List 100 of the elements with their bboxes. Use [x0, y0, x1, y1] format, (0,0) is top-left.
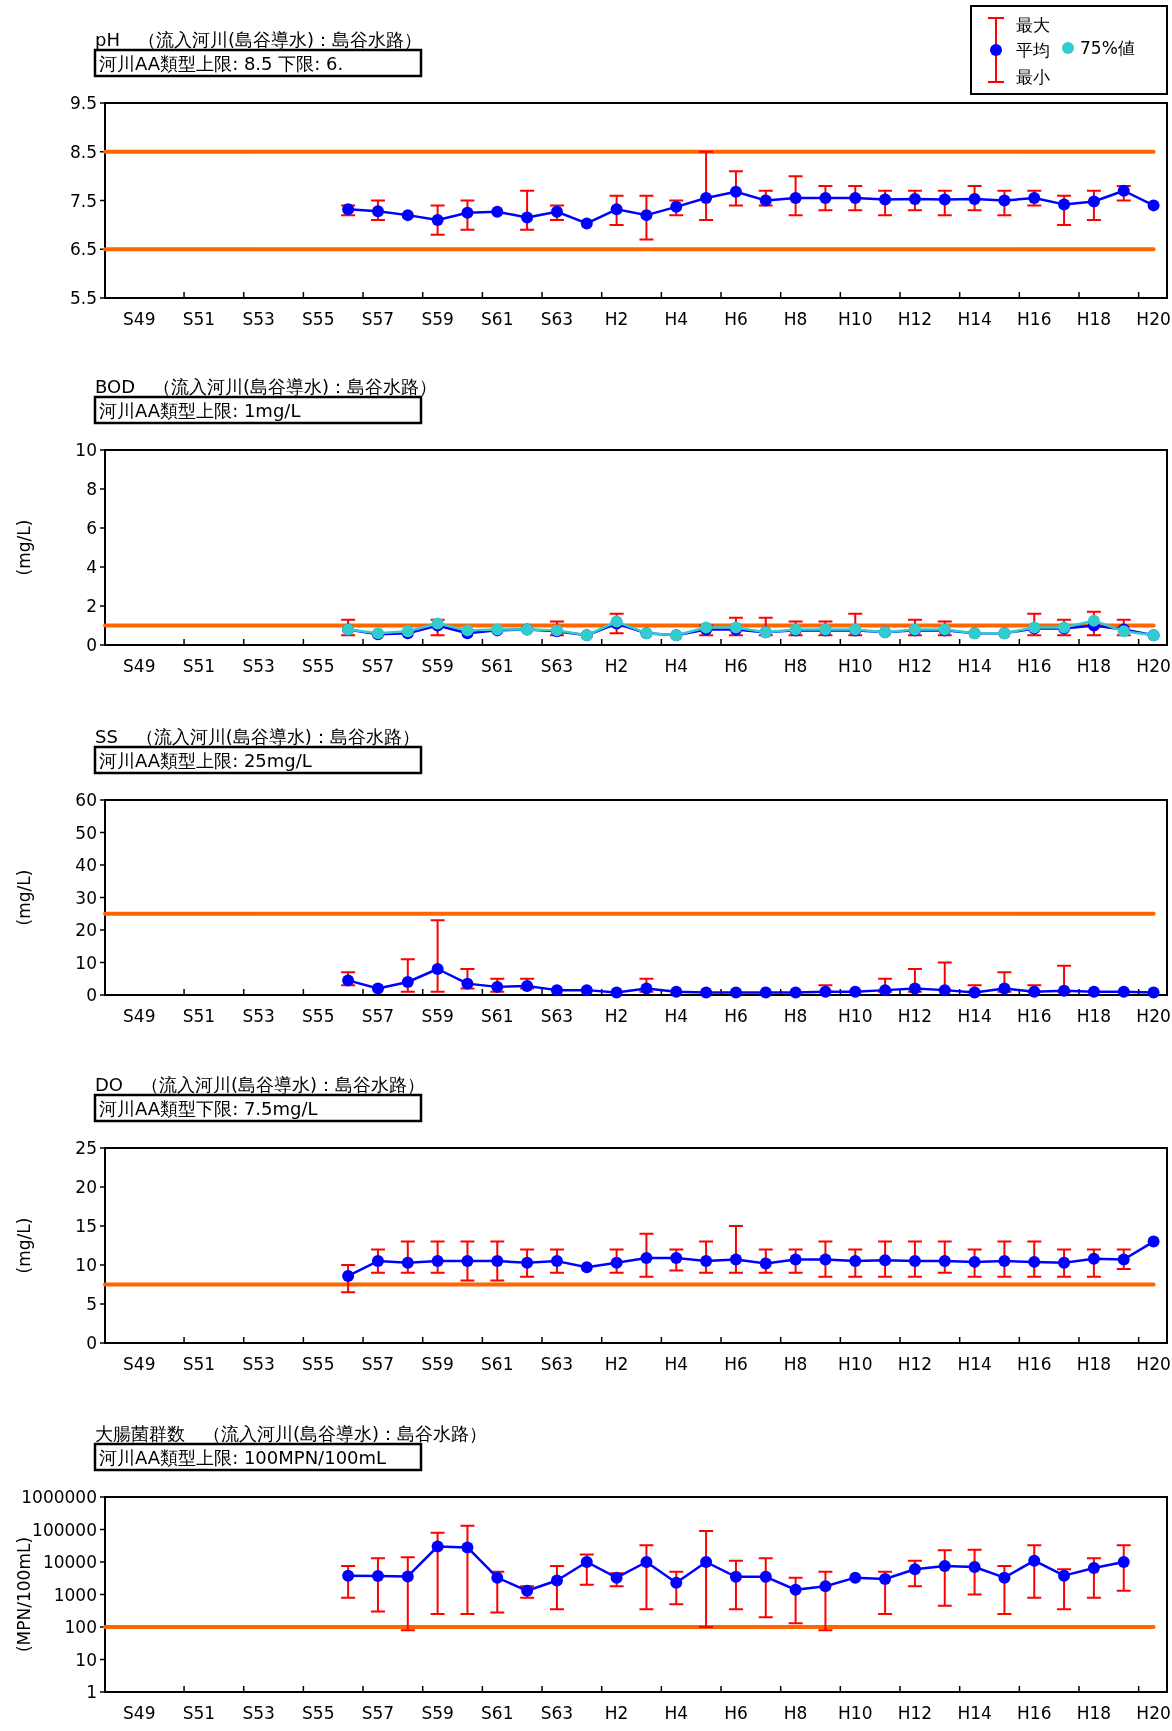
x-tick-label: H14 [957, 1703, 992, 1723]
x-tick-label: H8 [783, 309, 808, 329]
x-tick-label: H20 [1136, 1703, 1171, 1723]
y-tick-label: 10 [75, 440, 97, 460]
x-tick-label: S49 [123, 1703, 156, 1723]
x-tick-label: S57 [361, 1703, 395, 1723]
y-tick-label: 9.5 [69, 93, 97, 113]
x-tick-label: S63 [540, 1006, 574, 1026]
x-tick-label: H18 [1076, 656, 1112, 676]
x-tick-label: H14 [957, 656, 992, 676]
x-tick-label: S51 [182, 1006, 216, 1026]
chart-title: pH （流入河川(島谷導水)：島谷水路） [95, 29, 423, 50]
x-tick-label: H2 [604, 1354, 629, 1374]
legend-label: 75%値 [1080, 38, 1135, 58]
x-tick-label: S61 [481, 309, 514, 329]
y-tick-label: 8.5 [69, 141, 97, 162]
text: 河川AA類型下限: 7.5mg/L [99, 1098, 318, 1119]
x-tick-label: S57 [361, 309, 395, 329]
x-tick-label: S61 [481, 1006, 514, 1026]
x-tick-label: S49 [123, 656, 156, 676]
x-tick-label: S63 [540, 1703, 574, 1723]
x-tick-label: S63 [540, 309, 574, 329]
x-tick-label: H18 [1076, 1354, 1112, 1374]
y-axis-title: (mg/L) [14, 519, 34, 576]
x-tick-label: S61 [481, 1703, 514, 1723]
y-tick-label: 100 [64, 1617, 97, 1637]
x-tick-label: S63 [540, 1354, 574, 1374]
y-tick-label: 8 [86, 479, 97, 499]
legend-label: 平均 [1016, 40, 1050, 60]
x-tick-label: H16 [1017, 1354, 1052, 1374]
x-tick-label: H2 [604, 656, 629, 676]
y-tick-label: 7.5 [69, 190, 97, 211]
text: 河川AA類型上限: 1mg/L [99, 400, 301, 421]
x-tick-label: S57 [361, 1006, 395, 1026]
y-tick-label: 4 [86, 557, 97, 577]
y-axis-title: (mg/L) [14, 1217, 34, 1274]
x-tick-label: H6 [724, 1006, 748, 1026]
x-tick-label: S57 [361, 1354, 395, 1374]
x-tick-label: H20 [1136, 309, 1171, 329]
x-tick-label: H10 [838, 656, 873, 676]
x-tick-label: S49 [123, 1006, 156, 1026]
x-tick-label: S59 [421, 309, 454, 329]
x-tick-label: H20 [1136, 656, 1171, 676]
y-tick-label: 15 [75, 1216, 97, 1236]
x-tick-label: H16 [1017, 1703, 1052, 1723]
x-tick-label: S53 [242, 309, 275, 329]
chart-title: 大腸菌群数 （流入河川(島谷導水)：島谷水路） [95, 1423, 488, 1444]
x-tick-label: H2 [604, 309, 629, 329]
x-tick-label: H10 [838, 1703, 873, 1723]
x-tick-label: H12 [897, 1006, 933, 1026]
x-tick-label: S49 [123, 309, 156, 329]
y-tick-label: 25 [75, 1138, 97, 1158]
text: 最小 [1016, 67, 1050, 87]
x-tick-label: S57 [361, 656, 395, 676]
y-tick-label: 0 [86, 1333, 97, 1353]
x-tick-label: H4 [664, 309, 689, 329]
x-tick-label: H8 [783, 1354, 808, 1374]
x-tick-label: S53 [242, 1006, 275, 1026]
x-tick-label: S59 [421, 1006, 454, 1026]
x-tick-label: S51 [182, 1354, 216, 1374]
x-tick-label: H6 [724, 656, 748, 676]
x-tick-label: S55 [302, 1354, 335, 1374]
text: 河川AA類型上限: 25mg/L [99, 750, 312, 771]
y-tick-label: 6 [86, 518, 97, 538]
y-tick-label: 6.5 [69, 239, 97, 260]
x-tick-label: S51 [182, 1703, 216, 1723]
text: 河川AA類型上限: 100MPN/100mL [99, 1447, 387, 1468]
x-tick-label: H6 [724, 309, 748, 329]
x-tick-label: H6 [724, 1703, 748, 1723]
x-tick-label: H14 [957, 1006, 992, 1026]
x-tick-label: H8 [783, 656, 808, 676]
x-tick-label: H8 [783, 1703, 808, 1723]
x-tick-label: H8 [783, 1006, 808, 1026]
y-axis-title: (mg/L) [14, 869, 34, 926]
x-tick-label: H16 [1017, 656, 1052, 676]
y-tick-label: 5.5 [69, 288, 97, 308]
x-tick-label: H12 [897, 656, 933, 676]
x-tick-label: S55 [302, 656, 335, 676]
y-tick-label: 0 [86, 635, 97, 655]
x-tick-label: S55 [302, 1006, 335, 1026]
x-tick-label: S51 [182, 309, 216, 329]
x-tick-label: S53 [242, 656, 275, 676]
y-tick-label: 10 [75, 952, 97, 973]
x-tick-label: H14 [957, 309, 992, 329]
y-tick-label: 100000 [32, 1519, 97, 1540]
y-tick-label: 0 [86, 985, 97, 1005]
y-tick-label: 2 [86, 596, 97, 616]
x-tick-label: S63 [540, 656, 574, 676]
y-tick-label: 1 [86, 1682, 97, 1702]
y-tick-label: 40 [75, 855, 97, 875]
y-tick-label: 10000 [42, 1552, 97, 1572]
x-tick-label: H10 [838, 1354, 873, 1374]
x-tick-label: H16 [1017, 309, 1052, 329]
chart-title: BOD （流入河川(島谷導水)：島谷水路） [95, 376, 438, 397]
x-tick-label: S59 [421, 1354, 454, 1374]
x-tick-label: S49 [123, 1354, 156, 1374]
y-tick-label: 10 [75, 1255, 97, 1275]
y-tick-label: 1000000 [21, 1487, 97, 1507]
x-tick-label: H4 [664, 656, 689, 676]
x-tick-label: H18 [1076, 1703, 1112, 1723]
